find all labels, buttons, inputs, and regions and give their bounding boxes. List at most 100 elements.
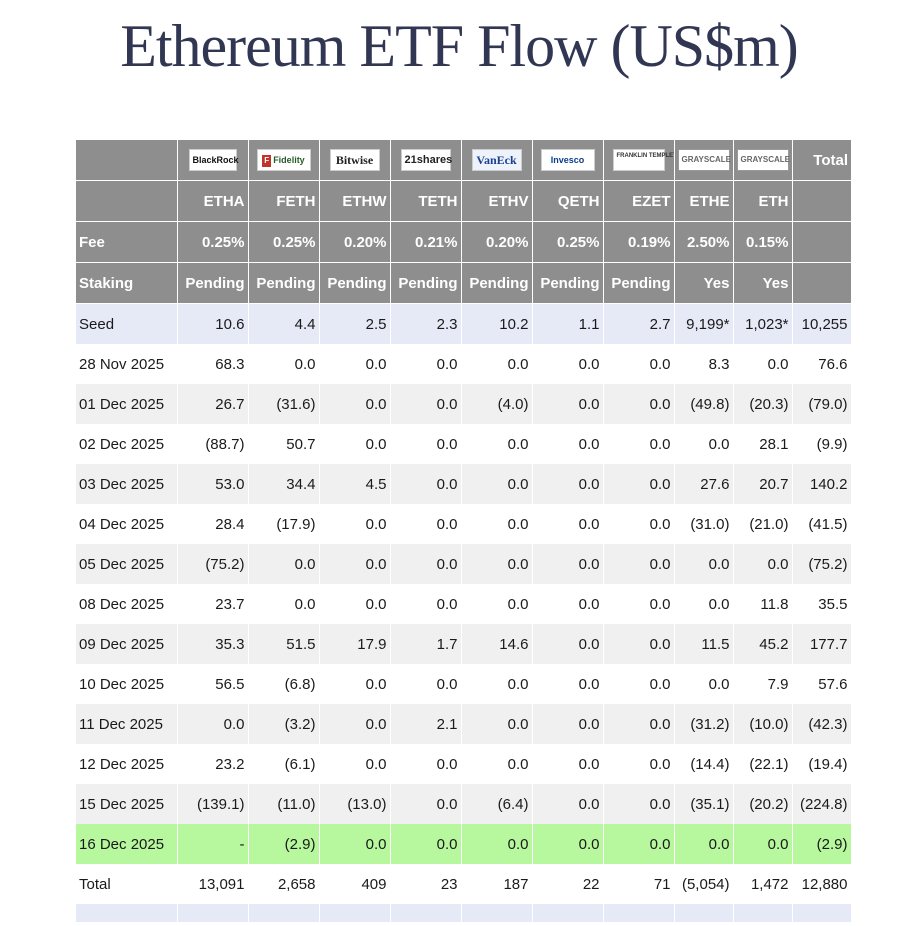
row-total-cell: (224.8)	[792, 784, 852, 824]
flow-cell: 35.3	[177, 624, 249, 664]
row-date-label: 12 Dec 2025	[76, 744, 178, 784]
flow-cell: 0.0	[674, 424, 734, 464]
row-total-cell: (75.2)	[792, 544, 852, 584]
vaneck-logo: VanEck	[471, 149, 522, 171]
invesco-logo-cell: Invesco	[532, 140, 604, 181]
table-row: 08 Dec 2025 23.7 0.0 0.0 0.0 0.0 0.0 0.0 0.0 11.8…	[76, 584, 852, 624]
logo-row: BlackRock F Fidelity Bitwise 21shares Van…	[76, 140, 851, 181]
ticker-total-cell	[792, 180, 851, 222]
row-date-label: 11 Dec 2025	[76, 704, 178, 744]
total-header: Total	[792, 140, 851, 181]
flow-cell: 0.0	[461, 544, 533, 584]
21shares-logo: 21shares	[400, 149, 452, 171]
blackrock-logo: BlackRock	[188, 149, 239, 171]
staking-cell: Pending	[603, 262, 675, 304]
ticker-cell: ETHA	[177, 180, 249, 222]
franklin-templeton-logo: FRANKLIN TEMPLETON	[612, 149, 673, 171]
row-date-label: 28 Nov 2025	[76, 344, 178, 384]
flow-cell: 0.0	[177, 704, 249, 744]
ticker-label-cell	[76, 180, 178, 222]
fidelity-logo-text: Fidelity	[273, 155, 305, 165]
flow-cell: 0.0	[461, 424, 533, 464]
flow-cell: 4.5	[319, 464, 391, 504]
footer-strip-cell	[674, 904, 734, 922]
flow-cell: 0.0	[603, 744, 675, 784]
flow-cell: 0.0	[674, 824, 734, 864]
ticker-cell: TETH	[390, 180, 462, 222]
staking-row: Staking Pending Pending Pending Pending …	[76, 262, 851, 304]
footer-strip-cell	[792, 904, 852, 922]
flow-cell: 0.0	[603, 664, 675, 704]
row-total-cell: (9.9)	[792, 424, 852, 464]
flow-cell: 0.0	[390, 664, 462, 704]
flow-cell: (75.2)	[177, 544, 249, 584]
flow-cell: 23.7	[177, 584, 249, 624]
staking-total-cell	[792, 262, 851, 304]
flow-cell: (49.8)	[674, 384, 734, 424]
table-row: 28 Nov 2025 68.3 0.0 0.0 0.0 0.0 0.0 0.0 8.3 0.0 7…	[76, 344, 852, 384]
flow-cell: 0.0	[674, 544, 734, 584]
flow-cell: 27.6	[674, 464, 734, 504]
table-row: 15 Dec 2025 (139.1) (11.0) (13.0) 0.0 (6.4) 0.…	[76, 784, 852, 824]
flow-cell: (17.9)	[248, 504, 320, 544]
flow-cell: 0.0	[390, 344, 462, 384]
table-row: 09 Dec 2025 35.3 51.5 17.9 1.7 14.6 0.0 0.0 11.5…	[76, 624, 852, 664]
flow-cell: 0.0	[461, 464, 533, 504]
row-date-label: 10 Dec 2025	[76, 664, 178, 704]
fee-cell: 0.20%	[461, 221, 533, 263]
table-row: 01 Dec 2025 26.7 (31.6) 0.0 0.0 (4.0) 0.0 0.0 (4…	[76, 384, 852, 424]
flow-cell: 187	[461, 864, 533, 904]
flow-cell: 28.4	[177, 504, 249, 544]
footer-strip-cell	[603, 904, 675, 922]
table-footer-strip	[76, 904, 852, 922]
flow-cell: (3.2)	[248, 704, 320, 744]
fee-cell: 0.21%	[390, 221, 462, 263]
flow-cell: 0.0	[390, 744, 462, 784]
flow-cell: (13.0)	[319, 784, 391, 824]
table-row: 16 Dec 2025- (2.9) 0.0 0.0 0.0 0.0 0.0 0.0 0.0 (2…	[76, 824, 852, 864]
table-row: 11 Dec 2025 0.0 (3.2) 0.0 2.1 0.0 0.0 0.0 (31.2)…	[76, 704, 852, 744]
flow-cell: (22.1)	[733, 744, 793, 784]
bitwise-logo-cell: Bitwise	[319, 140, 391, 181]
flow-cell: 0.0	[319, 504, 391, 544]
row-total-cell: 35.5	[792, 584, 852, 624]
flow-cell: 0.0	[603, 584, 675, 624]
row-total-cell: (19.4)	[792, 744, 852, 784]
flow-cell: 2.7	[603, 303, 675, 344]
row-total-cell: (41.5)	[792, 504, 852, 544]
flow-cell: 17.9	[319, 624, 391, 664]
flow-cell: (21.0)	[733, 504, 793, 544]
flow-cell: 23.2	[177, 744, 249, 784]
flow-cell: 0.0	[532, 464, 604, 504]
flow-cell: 20.7	[733, 464, 793, 504]
staking-cell: Pending	[319, 262, 391, 304]
flow-cell: (20.2)	[733, 784, 793, 824]
page-title: Ethereum ETF Flow (US$m)	[120, 13, 799, 79]
flow-cell: 0.0	[319, 584, 391, 624]
flow-cell: 0.0	[603, 544, 675, 584]
flow-cell: 0.0	[461, 504, 533, 544]
staking-cell: Yes	[733, 262, 793, 304]
row-total-cell: 10,255	[792, 303, 852, 344]
flow-cell: 14.6	[461, 624, 533, 664]
flow-cell: 0.0	[319, 344, 391, 384]
footer-strip-cell	[319, 904, 391, 922]
flow-cell: 0.0	[390, 784, 462, 824]
flow-cell: (88.7)	[177, 424, 249, 464]
flow-cell: 8.3	[674, 344, 734, 384]
flow-cell: 0.0	[390, 384, 462, 424]
flow-cell: 0.0	[532, 504, 604, 544]
flow-cell: (31.2)	[674, 704, 734, 744]
flow-cell: 0.0	[390, 584, 462, 624]
fidelity-logo-cell: F Fidelity	[248, 140, 320, 181]
flow-cell: (31.6)	[248, 384, 320, 424]
grayscale-mini-logo: GRAYSCALE	[736, 149, 790, 171]
row-date-label: 05 Dec 2025	[76, 544, 178, 584]
fee-label: Fee	[76, 221, 178, 263]
flow-cell: 45.2	[733, 624, 793, 664]
flow-cell: 0.0	[603, 424, 675, 464]
flow-cell: 0.0	[461, 664, 533, 704]
flow-cell: 0.0	[532, 784, 604, 824]
table-row: 05 Dec 2025 (75.2) 0.0 0.0 0.0 0.0 0.0 0.0 0.0 0.…	[76, 544, 852, 584]
flow-cell: 0.0	[733, 544, 793, 584]
